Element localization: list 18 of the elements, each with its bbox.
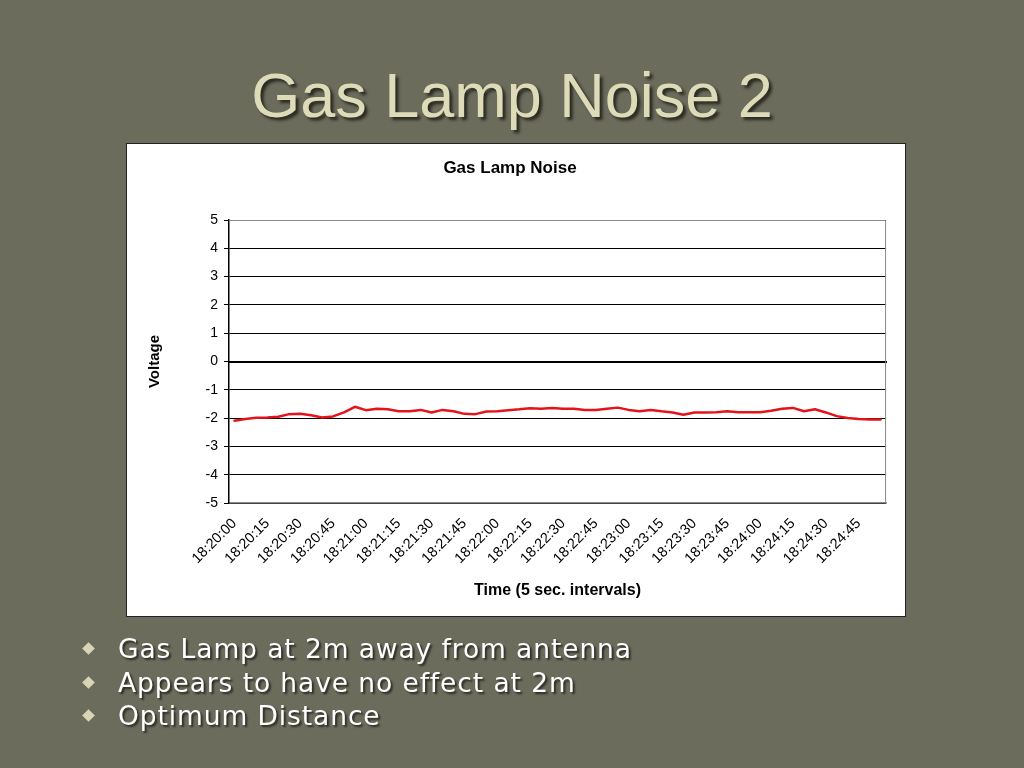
text: Optimum Distance xyxy=(118,700,381,731)
y-tick-label: -1 xyxy=(205,380,219,397)
x-axis-title: Time (5 sec. intervals) xyxy=(474,580,641,598)
text: Appears to have no effect at 2m xyxy=(118,666,576,698)
y-tick-label: 4 xyxy=(210,239,219,256)
text: Gas Lamp at 2m away from antenna xyxy=(118,633,632,664)
chart-subtitle: Gas Lamp Noise xyxy=(443,157,577,177)
y-tick-label: -5 xyxy=(205,493,219,510)
y-tick-label: -2 xyxy=(205,408,219,425)
chart-title: Gas Lamp Noise 2 xyxy=(251,60,773,130)
y-tick-label: 1 xyxy=(210,324,219,341)
y-axis-title: Voltage xyxy=(145,334,163,389)
y-tick-label: 3 xyxy=(210,267,219,284)
y-tick-label: 2 xyxy=(210,295,219,312)
y-tick-label: -3 xyxy=(205,437,219,454)
y-tick-label: 0 xyxy=(210,352,219,369)
y-tick-label: 5 xyxy=(210,210,219,227)
y-tick-label: -4 xyxy=(205,465,219,482)
